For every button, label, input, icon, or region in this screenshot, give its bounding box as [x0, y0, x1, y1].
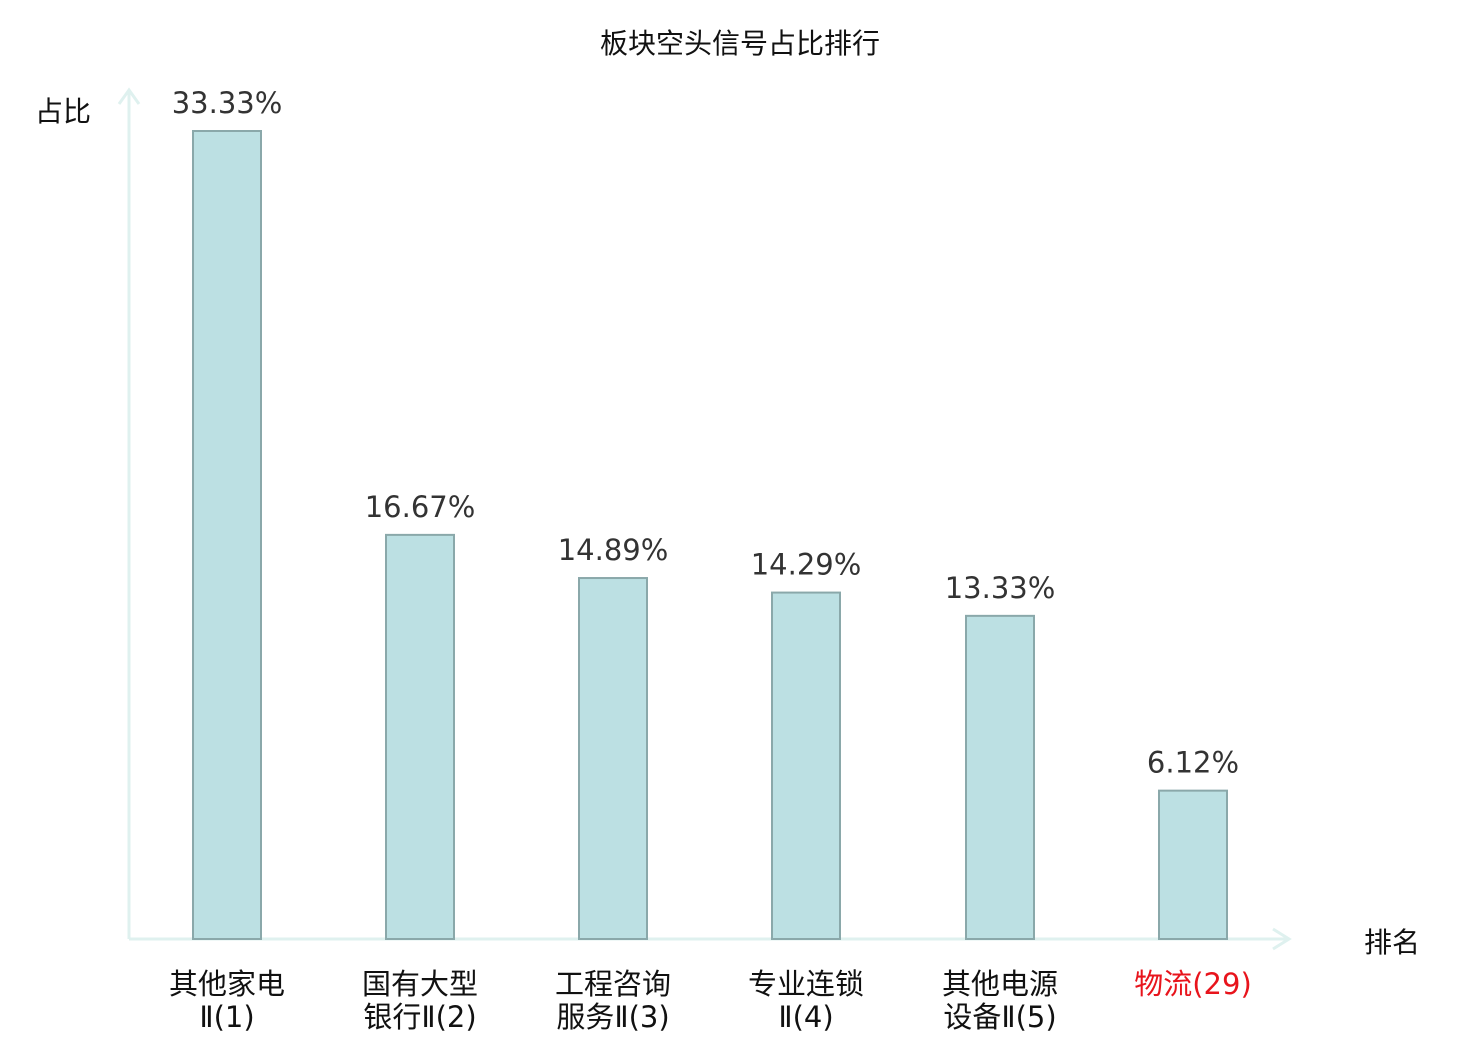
- data-label: 16.67%: [365, 490, 476, 524]
- data-label: 33.33%: [172, 86, 283, 120]
- bar: [965, 614, 1035, 941]
- bar: [578, 577, 648, 940]
- x-axis-label: 排名: [1364, 926, 1420, 959]
- category-tick-label: 其他家电: [169, 967, 285, 1001]
- data-label: 6.12%: [1147, 746, 1239, 780]
- category-tick-label: 银行Ⅱ(2): [363, 1000, 476, 1034]
- y-axis-label: 占比: [35, 95, 91, 128]
- category-tick-label: 服务Ⅱ(3): [556, 1000, 669, 1034]
- y-axis: [117, 87, 141, 939]
- data-label: 13.33%: [945, 571, 1056, 605]
- chart-title: 板块空头信号占比排行: [600, 27, 880, 60]
- x-axis: [129, 927, 1292, 951]
- data-label: 14.29%: [751, 548, 862, 582]
- category-tick-label: 工程咨询: [555, 967, 671, 1001]
- category-tick-label: Ⅱ(4): [778, 1000, 833, 1034]
- bar: [771, 591, 841, 940]
- category-tick-label: 国有大型: [362, 967, 478, 1001]
- data-label: 14.89%: [558, 533, 669, 567]
- bar: [192, 130, 262, 940]
- category-tick-label: Ⅱ(1): [199, 1000, 254, 1034]
- category-tick-label: 物流(29): [1134, 967, 1252, 1001]
- category-tick-label: 其他电源: [942, 967, 1058, 1001]
- category-tick-label: 设备Ⅱ(5): [943, 1000, 1056, 1034]
- bar: [385, 533, 455, 940]
- category-tick-label: 专业连锁: [748, 967, 864, 1001]
- bar: [1158, 789, 1228, 940]
